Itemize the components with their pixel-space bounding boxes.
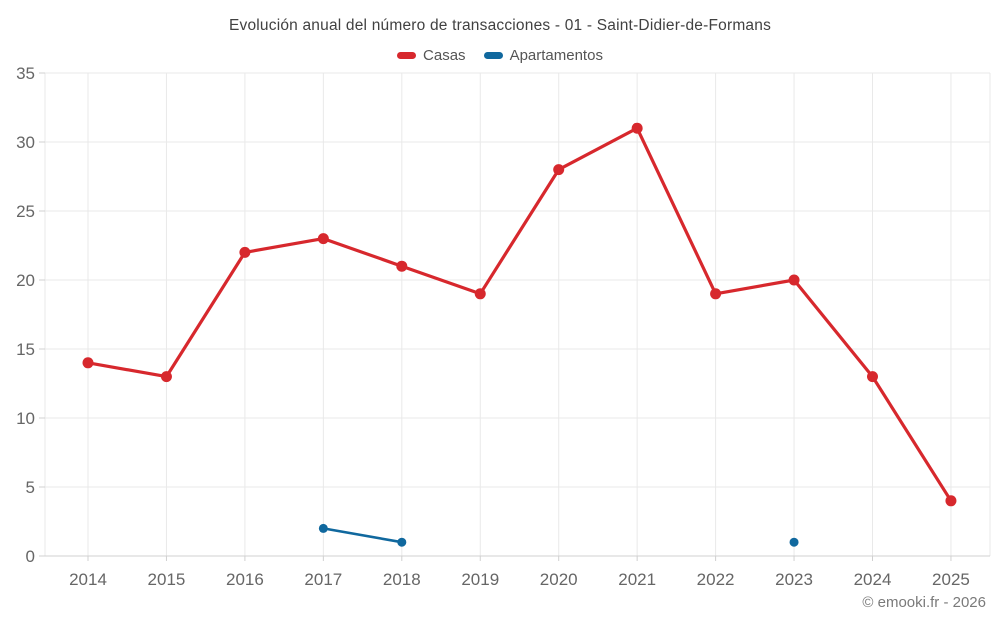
data-point-casas-2025[interactable] — [945, 495, 957, 507]
x-axis-label: 2018 — [383, 570, 421, 589]
y-axis-label: 30 — [16, 133, 35, 152]
data-point-apartamentos-2018[interactable] — [397, 537, 407, 547]
y-axis-label: 5 — [26, 478, 35, 497]
x-axis-label: 2016 — [226, 570, 264, 589]
x-axis-label: 2017 — [304, 570, 342, 589]
chart-title: Evolución anual del número de transaccio… — [228, 17, 772, 34]
data-point-casas-2015[interactable] — [160, 371, 172, 383]
x-axis-label: 2015 — [148, 570, 186, 589]
legend-label-apartamentos: Apartamentos — [509, 47, 603, 64]
x-axis-label: 2024 — [854, 570, 892, 589]
y-axis-label: 15 — [16, 340, 35, 359]
data-point-casas-2024[interactable] — [867, 371, 878, 383]
data-point-casas-2019[interactable] — [474, 288, 486, 300]
x-axis-label: 2019 — [461, 570, 499, 589]
data-point-casas-2014[interactable] — [82, 357, 94, 369]
y-axis-label: 20 — [16, 271, 35, 290]
x-axis-label: 2023 — [775, 570, 813, 589]
legend-item-apartamentos[interactable]: Apartamentos — [483, 47, 603, 64]
data-point-casas-2017[interactable] — [317, 233, 329, 245]
x-axis-label: 2021 — [618, 570, 656, 589]
y-axis-label: 25 — [16, 202, 35, 221]
y-axis-label: 0 — [26, 547, 35, 566]
x-axis-label: 2020 — [540, 570, 578, 589]
y-axis-label: 35 — [16, 64, 35, 83]
x-axis-label: 2014 — [69, 570, 107, 589]
x-axis-label: 2025 — [932, 570, 970, 589]
data-point-apartamentos-2017[interactable] — [318, 523, 328, 533]
legend-swatch-apartamentos-icon — [483, 52, 503, 59]
series-line-apartamentos — [322, 527, 404, 544]
data-point-casas-2021[interactable] — [631, 122, 643, 134]
series-line-casas — [86, 126, 953, 503]
copyright: © emooki.fr - 2026 — [862, 594, 986, 611]
y-axis-label: 10 — [16, 409, 35, 428]
legend: Casas Apartamentos — [0, 47, 1000, 64]
legend-swatch-casas-icon — [397, 52, 417, 59]
data-point-casas-2023[interactable] — [788, 274, 800, 286]
legend-label-casas: Casas — [423, 47, 466, 64]
x-axis-label: 2022 — [697, 570, 735, 589]
data-point-casas-2020[interactable] — [553, 164, 565, 176]
legend-item-casas[interactable]: Casas — [397, 47, 466, 64]
data-point-casas-2022[interactable] — [710, 288, 722, 300]
data-point-apartamentos-2023[interactable] — [789, 537, 799, 547]
data-point-casas-2018[interactable] — [396, 260, 408, 272]
data-point-casas-2016[interactable] — [239, 246, 251, 258]
